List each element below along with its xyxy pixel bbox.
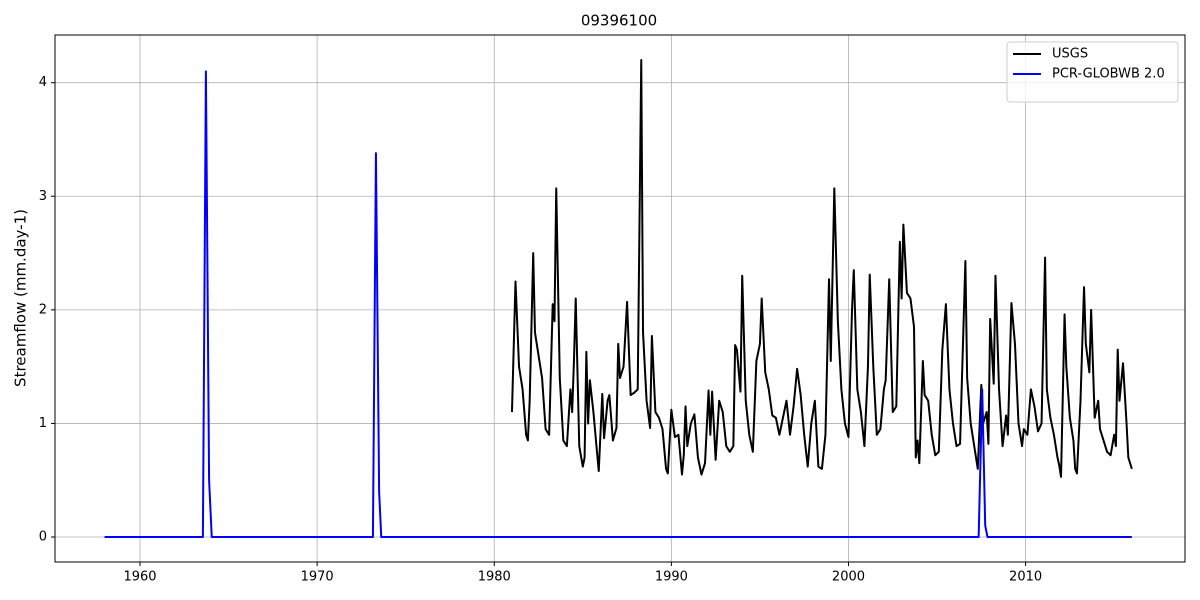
x-tick-label: 2000 [832, 570, 865, 585]
x-tick-label: 1960 [123, 570, 156, 585]
x-tick-label: 2010 [1009, 570, 1042, 585]
y-tick-label: 2 [39, 302, 47, 317]
series-line [104, 70, 1132, 539]
y-axis-label: Streamflow (mm.day-1) [12, 209, 30, 387]
series-line [510, 58, 1133, 478]
y-tick-label: 0 [39, 530, 47, 545]
y-tick-label: 4 [39, 75, 47, 90]
lines [104, 58, 1133, 539]
y-tick-label: 1 [39, 416, 47, 431]
legend-label: PCR-GLOBWB 2.0 [1052, 67, 1165, 82]
x-tick-label: 1980 [478, 570, 511, 585]
legend-label: USGS [1052, 47, 1088, 62]
y-tick-label: 3 [39, 189, 47, 204]
legend-box [1006, 41, 1179, 103]
legend: USGS PCR-GLOBWB 2.0 [1006, 41, 1179, 103]
plot-frame [54, 34, 1186, 563]
chart-title: 09396100 [581, 12, 657, 30]
x-tick-label: 1970 [301, 570, 334, 585]
x-tick-label: 1990 [655, 570, 688, 585]
